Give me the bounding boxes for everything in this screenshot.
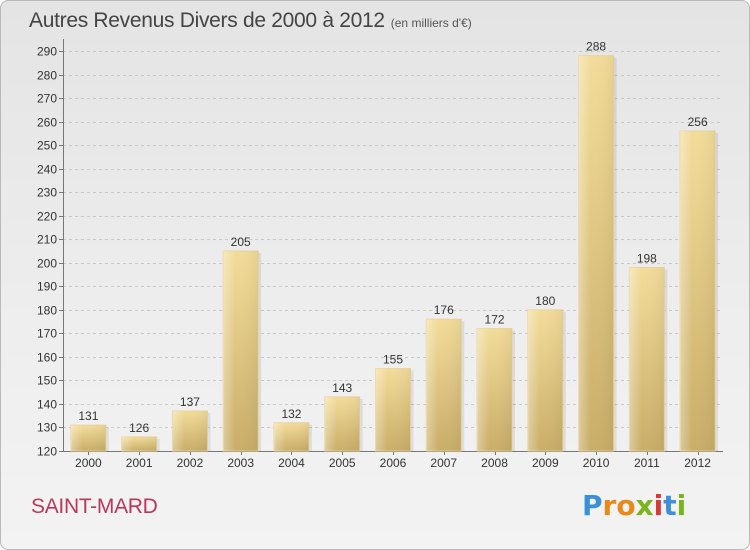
title-text: Autres Revenus Divers de 2000 à 2012 xyxy=(29,9,385,32)
bar-value-label: 137 xyxy=(180,395,200,409)
bar-highlight xyxy=(273,422,309,451)
bar-value-label: 256 xyxy=(688,115,708,129)
bars xyxy=(70,55,719,452)
x-tick-label: 2009 xyxy=(532,456,559,470)
x-tick-label: 2010 xyxy=(583,456,610,470)
chart-title: Autres Revenus Divers de 2000 à 2012 (en … xyxy=(29,9,472,33)
y-tick-label: 130 xyxy=(37,421,57,435)
commune-name: SAINT-MARD xyxy=(31,495,158,518)
y-tick-label: 170 xyxy=(37,327,57,341)
bar-highlight xyxy=(629,267,665,451)
logo-letter: r xyxy=(602,489,617,522)
bar-highlight xyxy=(477,328,513,451)
y-tick-label: 150 xyxy=(37,374,57,388)
y-tick-label: 270 xyxy=(37,92,57,106)
bar-highlight xyxy=(680,131,716,451)
y-tick-label: 290 xyxy=(37,45,57,59)
y-tick-label: 210 xyxy=(37,233,57,247)
bar-highlight xyxy=(578,55,614,452)
bar-highlight xyxy=(70,425,106,451)
logo-letter: i xyxy=(676,489,687,522)
y-tick-label: 200 xyxy=(37,257,57,271)
bar-highlight xyxy=(121,436,157,451)
logo-letter: P xyxy=(582,489,603,522)
bar-value-label: 288 xyxy=(586,40,606,54)
bar-value-label: 132 xyxy=(281,407,301,421)
y-tick-label: 190 xyxy=(37,280,57,294)
logo-letter: t xyxy=(663,489,677,522)
y-tick-label: 220 xyxy=(37,210,57,224)
bar-highlight xyxy=(375,368,411,451)
bar-value-label: 126 xyxy=(129,421,149,435)
bar-value-label: 172 xyxy=(485,313,505,327)
logo-letter: o xyxy=(616,489,636,522)
y-tick-label: 250 xyxy=(37,139,57,153)
proxiti-logo[interactable]: Proxiti xyxy=(582,489,686,522)
y-tick-label: 260 xyxy=(37,116,57,130)
bar-highlight xyxy=(527,309,563,451)
logo-letter: i xyxy=(653,489,664,522)
x-tick-label: 2001 xyxy=(126,456,153,470)
y-tick-label: 140 xyxy=(37,398,57,412)
x-tick-label: 2004 xyxy=(278,456,305,470)
logo-letter: x xyxy=(635,489,654,522)
y-tick-label: 280 xyxy=(37,69,57,83)
bar-highlight xyxy=(426,319,462,451)
bar-value-label: 155 xyxy=(383,353,403,367)
x-tick-label: 2007 xyxy=(430,456,457,470)
bar-highlight xyxy=(223,251,259,451)
y-tick-label: 240 xyxy=(37,163,57,177)
bar-value-label: 205 xyxy=(231,235,251,249)
x-tick-label: 2005 xyxy=(329,456,356,470)
x-tick-label: 2000 xyxy=(75,456,102,470)
bar-value-label: 143 xyxy=(332,381,352,395)
x-tick-label: 2003 xyxy=(227,456,254,470)
bar-value-label: 176 xyxy=(434,303,454,317)
y-tick-label: 120 xyxy=(37,445,57,459)
x-tick-label: 2012 xyxy=(684,456,711,470)
bar-value-label: 180 xyxy=(535,294,555,308)
x-tick-label: 2002 xyxy=(177,456,204,470)
chart-subtitle: (en milliers d'€) xyxy=(390,16,472,30)
labels: 131 2000 126 2001 137 2002 205 2003 132 2004 143 20… xyxy=(75,40,711,470)
y-tick-label: 180 xyxy=(37,304,57,318)
x-tick-label: 2008 xyxy=(481,456,508,470)
x-tick-label: 2006 xyxy=(380,456,407,470)
bar-value-label: 131 xyxy=(78,409,98,423)
bar-highlight xyxy=(172,411,208,451)
y-tick-label: 160 xyxy=(37,351,57,365)
y-tick-label: 230 xyxy=(37,186,57,200)
bar-value-label: 198 xyxy=(637,251,657,265)
bar-highlight xyxy=(324,396,360,451)
x-tick-label: 2011 xyxy=(634,456,660,470)
